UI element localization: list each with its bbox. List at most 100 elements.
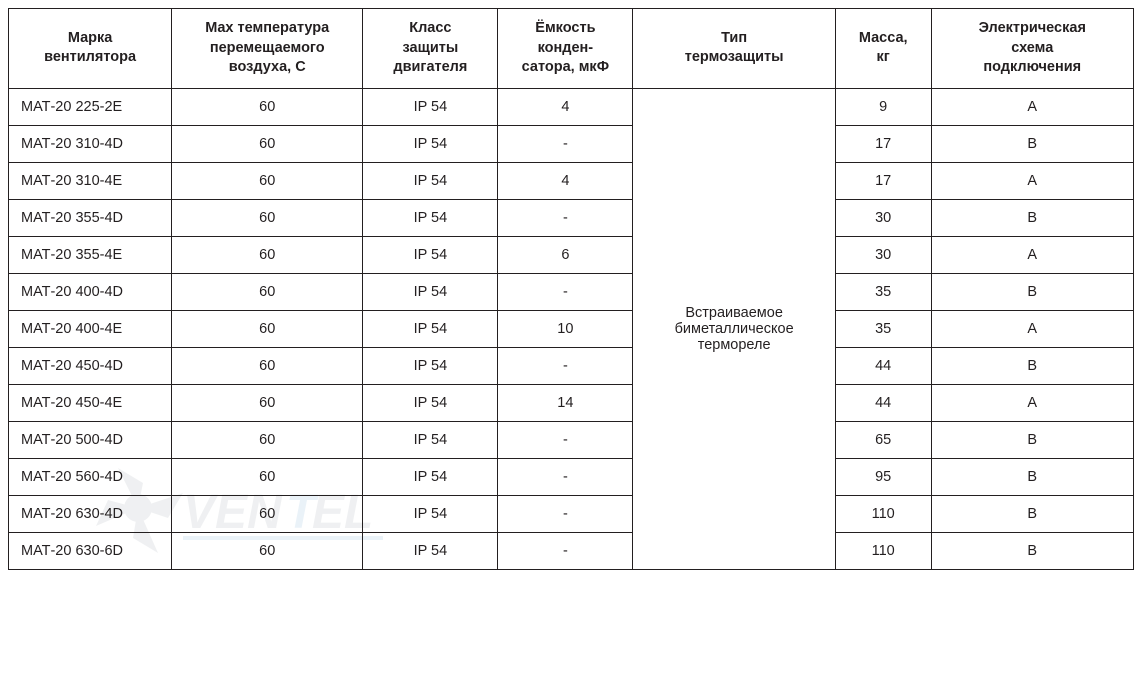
cell-mass: 30 (835, 236, 931, 273)
cell-model: МАТ-20 450-4E (9, 384, 172, 421)
cell-model: МАТ-20 310-4E (9, 162, 172, 199)
cell-schema: В (931, 495, 1134, 532)
cell-class: IP 54 (363, 310, 498, 347)
table-header-row: Маркавентилятора Max температураперемеща… (9, 9, 1134, 89)
cell-model: МАТ-20 400-4E (9, 310, 172, 347)
table-container: { "table": { "columns": [ { "key": "mode… (8, 8, 1134, 570)
cell-model: МАТ-20 500-4D (9, 421, 172, 458)
table-row: МАТ-20 310-4D60IP 54- 17В (9, 125, 1134, 162)
col-header-model: Маркавентилятора (9, 9, 172, 89)
cell-mass: 17 (835, 162, 931, 199)
cell-cap: - (498, 347, 633, 384)
cell-mass: 95 (835, 458, 931, 495)
table-row: МАТ-20 310-4E60IP 544 17А (9, 162, 1134, 199)
cell-mass: 17 (835, 125, 931, 162)
cell-model: МАТ-20 400-4D (9, 273, 172, 310)
cell-mass: 65 (835, 421, 931, 458)
table-row: МАТ-20 225-2E60IP 544Встраиваемое бимета… (9, 88, 1134, 125)
cell-cap: - (498, 199, 633, 236)
col-header-temp: Max температураперемещаемоговоздуха, С (172, 9, 363, 89)
cell-class: IP 54 (363, 88, 498, 125)
cell-class: IP 54 (363, 125, 498, 162)
cell-class: IP 54 (363, 347, 498, 384)
cell-cap: 10 (498, 310, 633, 347)
cell-temp: 60 (172, 458, 363, 495)
cell-temp: 60 (172, 310, 363, 347)
cell-temp: 60 (172, 532, 363, 569)
cell-class: IP 54 (363, 532, 498, 569)
cell-mass: 9 (835, 88, 931, 125)
cell-temp: 60 (172, 273, 363, 310)
cell-class: IP 54 (363, 199, 498, 236)
specs-table: Маркавентилятора Max температураперемеща… (8, 8, 1134, 570)
cell-schema: В (931, 125, 1134, 162)
cell-cap: - (498, 458, 633, 495)
cell-type-merged: Встраиваемое биметаллическое термореле (633, 88, 836, 569)
table-row: МАТ-20 500-4D60IP 54-65В (9, 421, 1134, 458)
table-row: МАТ-20 355-4E60IP 546 30А (9, 236, 1134, 273)
cell-schema: В (931, 273, 1134, 310)
cell-temp: 60 (172, 125, 363, 162)
table-row: МАТ-20 355-4D60IP 54- 30В (9, 199, 1134, 236)
cell-temp: 60 (172, 347, 363, 384)
cell-cap: - (498, 125, 633, 162)
col-header-mass: Масса,кг (835, 9, 931, 89)
cell-temp: 60 (172, 162, 363, 199)
cell-temp: 60 (172, 236, 363, 273)
table-row: МАТ-20 400-4E60IP 5410 35А (9, 310, 1134, 347)
table-row: МАТ-20 400-4D60IP 54- 35В (9, 273, 1134, 310)
table-row: МАТ-20 630-4D60IP 54- 110В (9, 495, 1134, 532)
cell-model: МАТ-20 310-4D (9, 125, 172, 162)
cell-class: IP 54 (363, 495, 498, 532)
cell-model: МАТ-20 225-2E (9, 88, 172, 125)
table-row: МАТ-20 560-4D60IP 54- 95В (9, 458, 1134, 495)
cell-mass: 44 (835, 384, 931, 421)
cell-cap: - (498, 495, 633, 532)
cell-mass: 35 (835, 310, 931, 347)
cell-cap: - (498, 273, 633, 310)
cell-model: МАТ-20 630-6D (9, 532, 172, 569)
cell-model: МАТ-20 355-4E (9, 236, 172, 273)
cell-mass: 35 (835, 273, 931, 310)
cell-temp: 60 (172, 421, 363, 458)
cell-class: IP 54 (363, 421, 498, 458)
cell-temp: 60 (172, 88, 363, 125)
table-row: МАТ-20 450-4D60IP 54- 44В (9, 347, 1134, 384)
cell-schema: В (931, 199, 1134, 236)
cell-schema: А (931, 310, 1134, 347)
cell-class: IP 54 (363, 273, 498, 310)
col-header-class: Классзащитыдвигателя (363, 9, 498, 89)
cell-schema: А (931, 384, 1134, 421)
cell-temp: 60 (172, 199, 363, 236)
cell-schema: В (931, 347, 1134, 384)
cell-class: IP 54 (363, 458, 498, 495)
col-header-type: Типтермозащиты (633, 9, 836, 89)
cell-cap: 4 (498, 162, 633, 199)
cell-model: МАТ-20 630-4D (9, 495, 172, 532)
cell-cap: 4 (498, 88, 633, 125)
cell-schema: А (931, 236, 1134, 273)
cell-class: IP 54 (363, 236, 498, 273)
cell-cap: 6 (498, 236, 633, 273)
cell-schema: А (931, 162, 1134, 199)
cell-model: МАТ-20 560-4D (9, 458, 172, 495)
cell-model: МАТ-20 450-4D (9, 347, 172, 384)
cell-schema: А (931, 88, 1134, 125)
cell-mass: 110 (835, 495, 931, 532)
table-row: МАТ-20 630-6D60IP 54- 110В (9, 532, 1134, 569)
cell-class: IP 54 (363, 384, 498, 421)
cell-schema: В (931, 421, 1134, 458)
cell-temp: 60 (172, 495, 363, 532)
cell-class: IP 54 (363, 162, 498, 199)
cell-mass: 30 (835, 199, 931, 236)
cell-schema: В (931, 458, 1134, 495)
cell-model: МАТ-20 355-4D (9, 199, 172, 236)
cell-schema: В (931, 532, 1134, 569)
col-header-schema: Электрическаясхемаподключения (931, 9, 1134, 89)
cell-mass: 44 (835, 347, 931, 384)
cell-temp: 60 (172, 384, 363, 421)
cell-cap: - (498, 532, 633, 569)
col-header-cap: Ёмкостьконден-сатора, мкФ (498, 9, 633, 89)
cell-cap: 14 (498, 384, 633, 421)
cell-mass: 110 (835, 532, 931, 569)
